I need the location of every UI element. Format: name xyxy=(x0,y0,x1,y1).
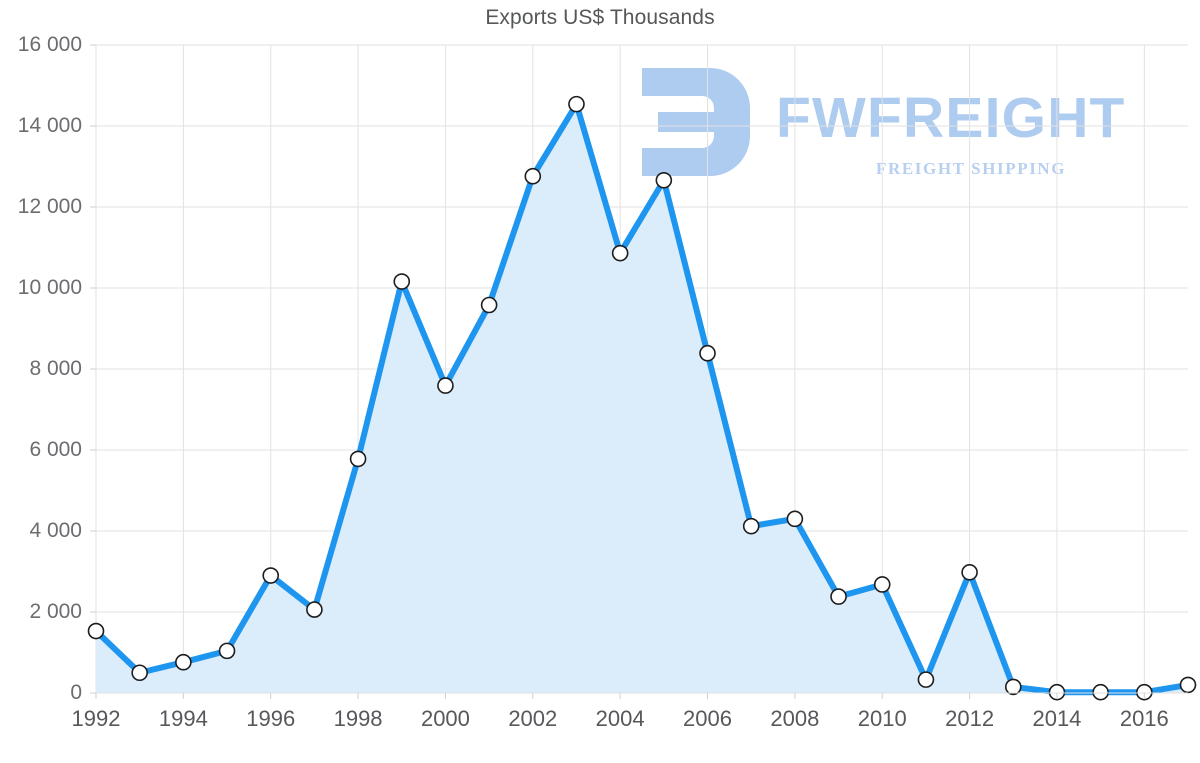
data-point-marker[interactable] xyxy=(699,344,716,362)
data-point-marker[interactable] xyxy=(830,588,847,605)
x-axis-tick-label: 2016 xyxy=(1119,706,1169,731)
data-point-marker[interactable] xyxy=(568,95,585,113)
chart-title: Exports US$ Thousands xyxy=(485,6,715,29)
data-point-marker[interactable] xyxy=(480,296,498,314)
data-point-marker[interactable] xyxy=(262,567,280,584)
series-line xyxy=(93,101,1191,696)
data-point-marker[interactable] xyxy=(917,671,935,688)
series-area-fill xyxy=(96,104,1188,693)
data-point-marker[interactable] xyxy=(1048,683,1066,701)
data-point-marker[interactable] xyxy=(175,653,192,671)
data-point-marker[interactable] xyxy=(961,564,978,581)
y-axis-tick-label: 8 000 xyxy=(29,357,82,380)
y-axis-tick-label: 12 000 xyxy=(17,195,82,218)
x-axis-tick-label: 2000 xyxy=(420,706,470,731)
x-axis-tick-label: 1994 xyxy=(158,706,208,731)
y-axis-tick-label: 0 xyxy=(70,681,82,704)
x-axis-tick-label: 2012 xyxy=(945,706,995,731)
x-axis-tick-label: 1996 xyxy=(246,706,296,731)
x-axis-tick-label: 2004 xyxy=(595,706,645,731)
data-point-marker[interactable] xyxy=(218,642,236,660)
y-axis-tick-label: 16 000 xyxy=(17,33,82,56)
x-axis-tick-label: 2010 xyxy=(857,706,907,731)
y-axis-tick-label: 6 000 xyxy=(29,438,82,461)
data-point-marker[interactable] xyxy=(655,171,673,189)
data-point-marker[interactable] xyxy=(611,244,629,262)
data-point-marker[interactable] xyxy=(1179,676,1197,694)
data-point-marker[interactable] xyxy=(131,664,148,682)
data-point-marker[interactable] xyxy=(873,576,891,593)
data-point-marker[interactable] xyxy=(1092,683,1109,701)
data-point-marker[interactable] xyxy=(1136,683,1153,701)
x-axis-tick-label: 2008 xyxy=(770,706,820,731)
x-axis-tick-label: 1992 xyxy=(71,706,121,731)
data-point-marker[interactable] xyxy=(524,167,542,185)
y-axis-tick-label: 10 000 xyxy=(17,276,82,299)
x-axis-tick-label: 1998 xyxy=(333,706,383,731)
x-axis-tick-label: 2006 xyxy=(683,706,732,731)
y-axis-tick-label: 14 000 xyxy=(17,114,82,137)
data-point-marker[interactable] xyxy=(437,377,454,394)
x-axis-tick-label: 2002 xyxy=(508,706,558,731)
y-axis-tick-label: 2 000 xyxy=(29,600,82,623)
data-point-marker[interactable] xyxy=(87,622,105,640)
data-point-marker[interactable] xyxy=(786,510,804,528)
y-axis-tick-label: 4 000 xyxy=(29,519,82,542)
data-point-marker[interactable] xyxy=(742,517,760,535)
data-point-marker[interactable] xyxy=(393,273,411,290)
x-axis-tick-label: 2014 xyxy=(1032,706,1082,731)
data-point-marker[interactable] xyxy=(306,601,323,618)
data-point-marker[interactable] xyxy=(1004,678,1022,696)
data-point-marker[interactable] xyxy=(349,450,367,468)
